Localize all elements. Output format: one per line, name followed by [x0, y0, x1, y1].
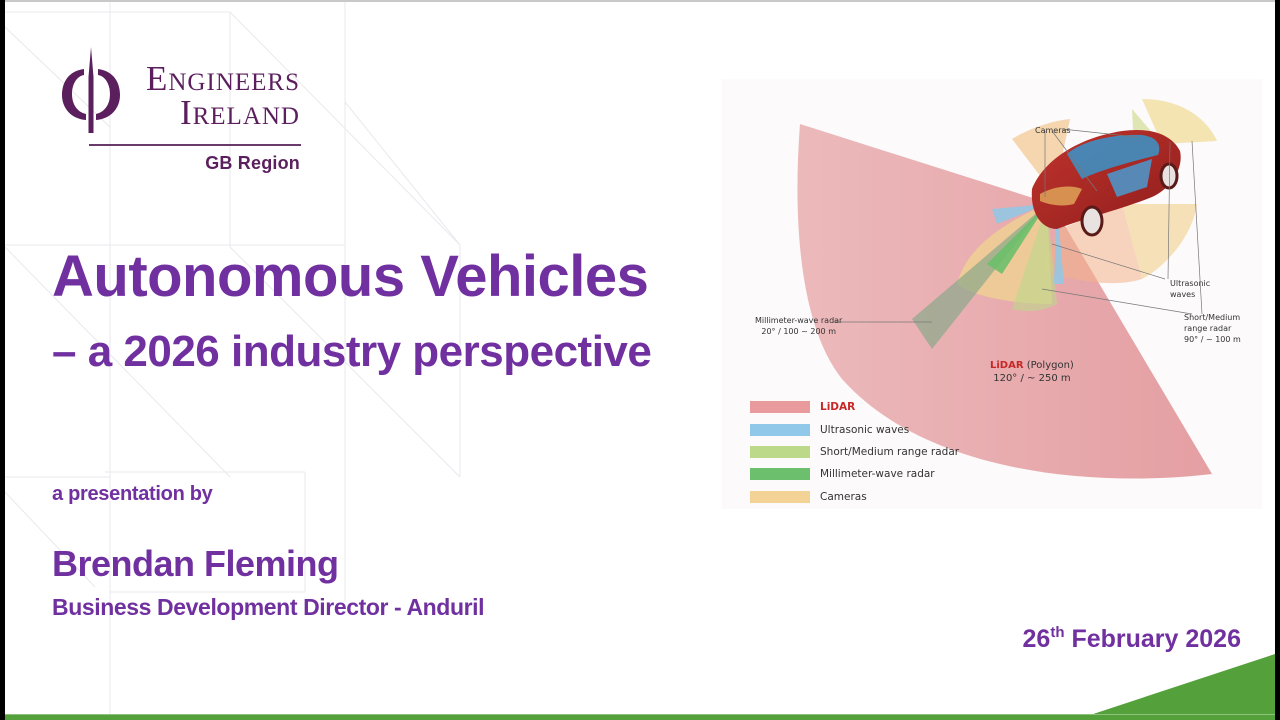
label-short-medium-radar: Short/Medium range radar 90° / ~ 100 m: [1184, 312, 1241, 345]
date-suffix: th: [1050, 624, 1065, 641]
logo-text-ireland: Ireland: [179, 93, 300, 132]
sensor-coverage-illustration: [797, 99, 1217, 479]
presenter-name: Brendan Fleming: [52, 543, 339, 584]
legend-item-ultrasonic: Ultrasonic waves: [750, 418, 959, 440]
legend-label: Cameras: [820, 490, 867, 503]
date-month-year: February 2026: [1064, 625, 1241, 653]
legend-item-short-medium-radar: Short/Medium range radar: [750, 441, 959, 463]
label-millimeter-wave-radar: Millimeter-wave radar 20° / 100 ~ 200 m: [755, 315, 842, 337]
legend-label: Short/Medium range radar: [820, 445, 960, 458]
presenter-role: Business Development Director - Anduril: [52, 594, 485, 620]
label-ultrasonic-line1: Ultrasonic: [1170, 279, 1211, 288]
slide-subtitle: – a 2026 industry perspective: [52, 327, 652, 376]
legend-swatch-ultrasonic: [750, 423, 810, 436]
slide: Engineers Ireland GB Region Autonomous V…: [5, 0, 1275, 720]
date-day: 26: [1022, 625, 1051, 653]
slide-title: Autonomous Vehicles: [52, 244, 649, 309]
legend-swatch-lidar: [750, 401, 810, 414]
logo-divider: [89, 144, 301, 146]
label-mmw-line2: 20° / 100 ~ 200 m: [761, 327, 836, 336]
legend-swatch-millimeter-wave-radar: [750, 468, 810, 481]
engineers-ireland-logo: Engineers Ireland GB Region: [60, 47, 301, 177]
legend-label: LiDAR: [820, 401, 856, 414]
label-lidar: LiDAR (Polygon) 120° / ~ 250 m: [990, 359, 1074, 385]
label-ultrasonic-line2: waves: [1170, 290, 1196, 299]
footer-green-wedge: [1075, 654, 1275, 720]
sensor-coverage-diagram: Cameras Ultrasonic waves Short/Medium ra…: [722, 79, 1262, 509]
label-lidar-name: LiDAR: [990, 360, 1024, 371]
legend-label: Ultrasonic waves: [820, 423, 910, 436]
label-lidar-type: (Polygon): [1023, 360, 1074, 371]
presentation-intro: a presentation by: [52, 483, 213, 505]
legend-swatch-short-medium-radar: [750, 445, 810, 458]
sensor-legend: LiDAR Ultrasonic waves Short/Medium rang…: [750, 396, 959, 508]
label-smr-line2: range radar: [1184, 324, 1232, 333]
label-cameras: Cameras: [1035, 126, 1071, 135]
legend-label: Millimeter-wave radar: [820, 468, 935, 481]
engineers-ireland-phi-icon: [62, 47, 120, 133]
label-mmw-line1: Millimeter-wave radar: [755, 316, 843, 325]
footer-green-bar: [5, 714, 1275, 720]
logo-region-text: GB Region: [205, 153, 300, 173]
legend-item-lidar: LiDAR: [750, 396, 959, 418]
legend-item-cameras: Cameras: [750, 486, 959, 508]
logo-text-engineers: Engineers: [146, 59, 300, 98]
presentation-date: 26th February 2026: [1023, 624, 1241, 654]
legend-item-millimeter-wave-radar: Millimeter-wave radar: [750, 463, 959, 485]
legend-swatch-cameras: [750, 490, 810, 503]
label-smr-line1: Short/Medium: [1184, 313, 1241, 322]
label-smr-line3: 90° / ~ 100 m: [1184, 335, 1241, 344]
label-ultrasonic: Ultrasonic waves: [1170, 278, 1210, 300]
label-lidar-spec: 120° / ~ 250 m: [993, 373, 1071, 384]
